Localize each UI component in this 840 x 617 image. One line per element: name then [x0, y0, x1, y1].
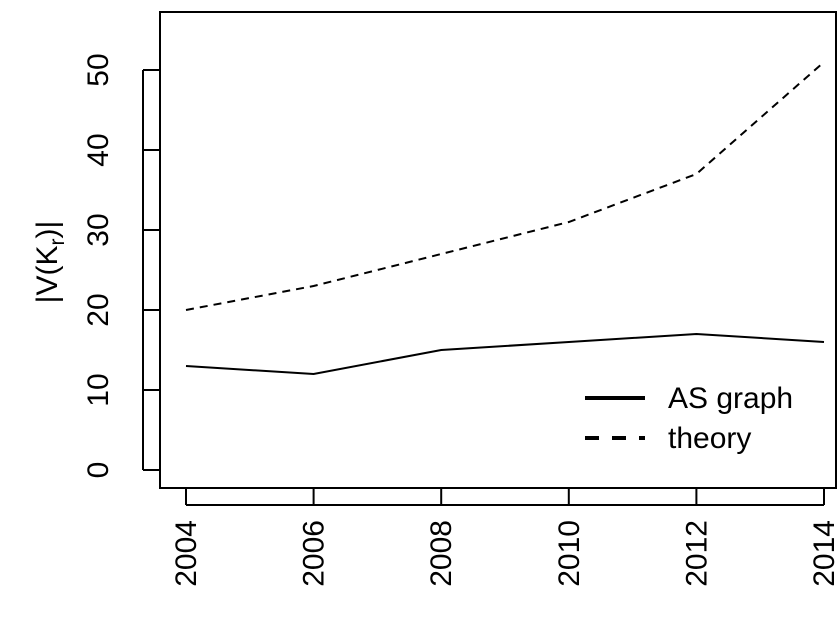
- y-tick-label: 0: [82, 462, 115, 479]
- plot-frame: [159, 11, 837, 489]
- y-tick-label: 20: [82, 293, 115, 326]
- legend-label: AS graph: [668, 382, 793, 415]
- series-line-theory: [185, 61, 825, 311]
- x-tick-label: 2006: [298, 520, 331, 587]
- y-tick-label: 30: [82, 213, 115, 246]
- x-tick-label: 2004: [170, 520, 203, 587]
- x-tick-label: 2010: [553, 520, 586, 587]
- y-tick-label: 10: [82, 373, 115, 406]
- y-axis-label: |V(Kr)|: [31, 221, 69, 304]
- y-tick-label: 40: [82, 133, 115, 166]
- legend-label: theory: [668, 422, 751, 455]
- series-line-as-graph: [185, 332, 825, 376]
- x-tick-label: 2012: [680, 520, 713, 587]
- x-tick-label: 2014: [808, 520, 840, 587]
- x-tick-label: 2008: [425, 520, 458, 587]
- y-tick-label: 50: [82, 53, 115, 86]
